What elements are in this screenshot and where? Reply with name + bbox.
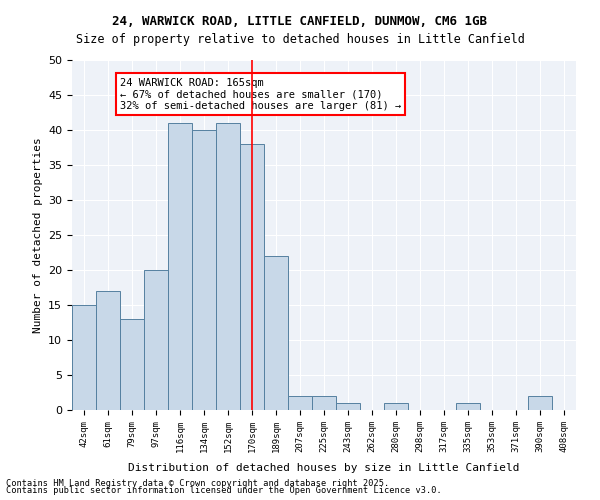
Bar — [336, 403, 360, 410]
Bar — [216, 123, 240, 410]
Bar — [456, 403, 480, 410]
Bar — [120, 319, 144, 410]
Bar — [240, 144, 264, 410]
Text: Contains public sector information licensed under the Open Government Licence v3: Contains public sector information licen… — [6, 486, 442, 495]
Text: Size of property relative to detached houses in Little Canfield: Size of property relative to detached ho… — [76, 32, 524, 46]
X-axis label: Distribution of detached houses by size in Little Canfield: Distribution of detached houses by size … — [128, 463, 520, 473]
Y-axis label: Number of detached properties: Number of detached properties — [32, 137, 43, 333]
Bar — [168, 123, 192, 410]
Bar — [96, 291, 120, 410]
Bar — [264, 256, 288, 410]
Bar — [384, 403, 408, 410]
Text: 24 WARWICK ROAD: 165sqm
← 67% of detached houses are smaller (170)
32% of semi-d: 24 WARWICK ROAD: 165sqm ← 67% of detache… — [120, 78, 401, 110]
Bar — [192, 130, 216, 410]
Bar — [72, 305, 96, 410]
Text: Contains HM Land Registry data © Crown copyright and database right 2025.: Contains HM Land Registry data © Crown c… — [6, 478, 389, 488]
Bar — [528, 396, 552, 410]
Bar — [144, 270, 168, 410]
Bar — [312, 396, 336, 410]
Bar — [288, 396, 312, 410]
Text: 24, WARWICK ROAD, LITTLE CANFIELD, DUNMOW, CM6 1GB: 24, WARWICK ROAD, LITTLE CANFIELD, DUNMO… — [113, 15, 487, 28]
